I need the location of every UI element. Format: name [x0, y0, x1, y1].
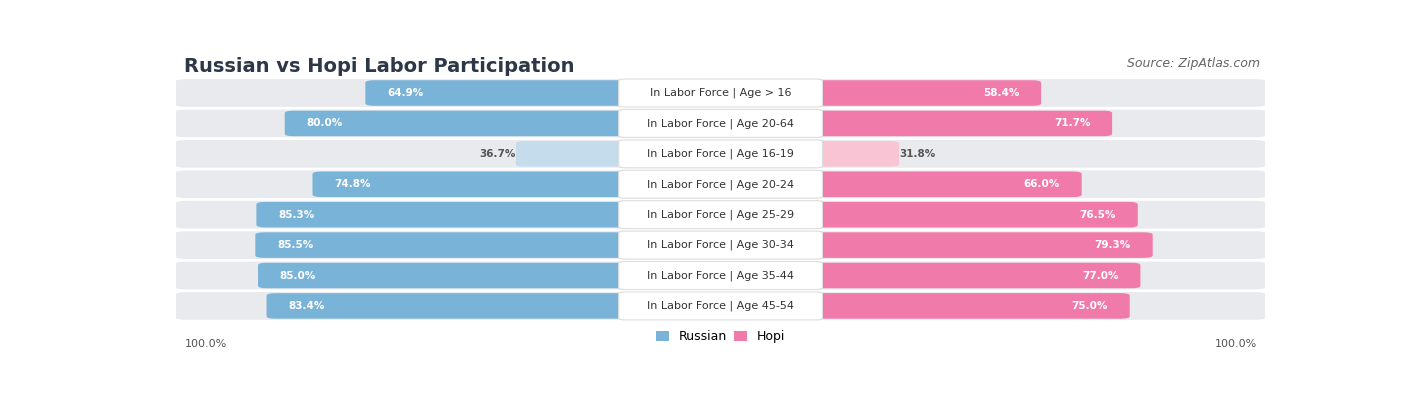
Text: 76.5%: 76.5% [1080, 210, 1116, 220]
FancyBboxPatch shape [711, 232, 1153, 258]
FancyBboxPatch shape [312, 171, 730, 197]
FancyBboxPatch shape [173, 291, 1268, 321]
FancyBboxPatch shape [711, 202, 1137, 228]
Text: 85.0%: 85.0% [280, 271, 316, 280]
Text: 79.3%: 79.3% [1095, 240, 1130, 250]
FancyBboxPatch shape [173, 200, 1268, 229]
Text: 85.3%: 85.3% [278, 210, 315, 220]
Text: 64.9%: 64.9% [387, 88, 423, 98]
FancyBboxPatch shape [284, 111, 730, 136]
FancyBboxPatch shape [173, 78, 1268, 108]
Text: In Labor Force | Age > 16: In Labor Force | Age > 16 [650, 88, 792, 98]
FancyBboxPatch shape [619, 140, 823, 168]
Text: In Labor Force | Age 45-54: In Labor Force | Age 45-54 [647, 301, 794, 311]
Text: 100.0%: 100.0% [1215, 339, 1257, 349]
FancyBboxPatch shape [711, 293, 1130, 319]
Text: 80.0%: 80.0% [307, 118, 343, 128]
FancyBboxPatch shape [267, 293, 730, 319]
FancyBboxPatch shape [711, 263, 1140, 288]
Text: 77.0%: 77.0% [1083, 271, 1119, 280]
FancyBboxPatch shape [173, 261, 1268, 290]
Text: 31.8%: 31.8% [898, 149, 935, 159]
Text: 85.5%: 85.5% [277, 240, 314, 250]
Text: In Labor Force | Age 30-34: In Labor Force | Age 30-34 [647, 240, 794, 250]
FancyBboxPatch shape [259, 263, 730, 288]
FancyBboxPatch shape [711, 111, 1112, 136]
Text: Russian vs Hopi Labor Participation: Russian vs Hopi Labor Participation [184, 56, 575, 75]
FancyBboxPatch shape [619, 201, 823, 229]
Text: Source: ZipAtlas.com: Source: ZipAtlas.com [1128, 56, 1260, 70]
FancyBboxPatch shape [619, 170, 823, 198]
Text: In Labor Force | Age 25-29: In Labor Force | Age 25-29 [647, 209, 794, 220]
Legend: Russian, Hopi: Russian, Hopi [651, 325, 790, 348]
FancyBboxPatch shape [366, 80, 730, 106]
FancyBboxPatch shape [619, 261, 823, 290]
Text: 74.8%: 74.8% [335, 179, 371, 189]
FancyBboxPatch shape [711, 171, 1081, 197]
FancyBboxPatch shape [619, 292, 823, 320]
FancyBboxPatch shape [256, 202, 730, 228]
FancyBboxPatch shape [173, 230, 1268, 260]
Text: 100.0%: 100.0% [184, 339, 226, 349]
Text: 36.7%: 36.7% [479, 149, 516, 159]
Text: In Labor Force | Age 20-24: In Labor Force | Age 20-24 [647, 179, 794, 190]
Text: 83.4%: 83.4% [288, 301, 325, 311]
FancyBboxPatch shape [516, 141, 730, 167]
FancyBboxPatch shape [256, 232, 730, 258]
FancyBboxPatch shape [619, 109, 823, 137]
Text: 58.4%: 58.4% [983, 88, 1019, 98]
FancyBboxPatch shape [711, 80, 1040, 106]
FancyBboxPatch shape [173, 169, 1268, 199]
FancyBboxPatch shape [711, 141, 898, 167]
FancyBboxPatch shape [173, 139, 1268, 169]
Text: 66.0%: 66.0% [1024, 179, 1060, 189]
Text: In Labor Force | Age 35-44: In Labor Force | Age 35-44 [647, 270, 794, 281]
FancyBboxPatch shape [619, 79, 823, 107]
Text: 71.7%: 71.7% [1054, 118, 1090, 128]
FancyBboxPatch shape [619, 231, 823, 259]
Text: 75.0%: 75.0% [1071, 301, 1108, 311]
Text: In Labor Force | Age 16-19: In Labor Force | Age 16-19 [647, 149, 794, 159]
Text: In Labor Force | Age 20-64: In Labor Force | Age 20-64 [647, 118, 794, 129]
FancyBboxPatch shape [173, 109, 1268, 138]
